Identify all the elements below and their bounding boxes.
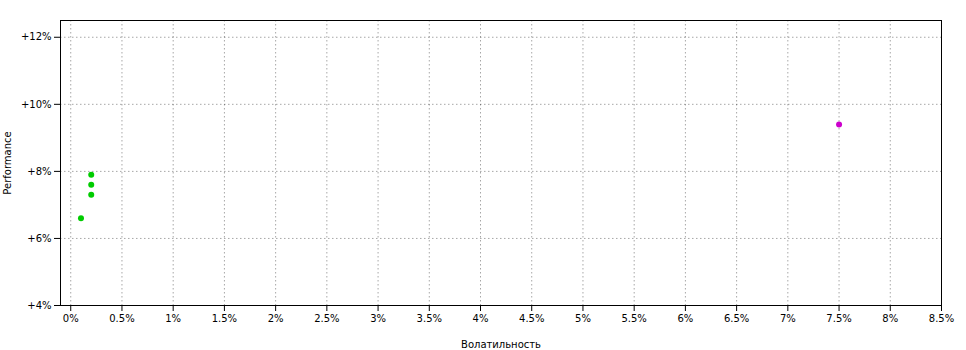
svg-text:Волатильность: Волатильность — [461, 339, 541, 350]
svg-text:6%: 6% — [677, 313, 693, 324]
svg-text:+8%: +8% — [27, 166, 51, 177]
svg-text:6.5%: 6.5% — [724, 313, 749, 324]
svg-text:0.5%: 0.5% — [109, 313, 134, 324]
svg-text:1.5%: 1.5% — [212, 313, 237, 324]
svg-text:+4%: +4% — [27, 300, 51, 311]
svg-text:4%: 4% — [473, 313, 489, 324]
svg-text:7.5%: 7.5% — [826, 313, 851, 324]
svg-text:2.5%: 2.5% — [314, 313, 339, 324]
svg-text:0%: 0% — [63, 313, 79, 324]
svg-text:+12%: +12% — [21, 31, 52, 42]
svg-text:2%: 2% — [268, 313, 284, 324]
svg-text:5.5%: 5.5% — [621, 313, 646, 324]
svg-text:+10%: +10% — [21, 99, 52, 110]
svg-text:5%: 5% — [575, 313, 591, 324]
svg-text:7%: 7% — [780, 313, 796, 324]
svg-text:8.5%: 8.5% — [929, 313, 954, 324]
svg-text:1%: 1% — [165, 313, 181, 324]
svg-text:4.5%: 4.5% — [519, 313, 544, 324]
svg-text:8%: 8% — [882, 313, 898, 324]
svg-text:3.5%: 3.5% — [417, 313, 442, 324]
svg-text:Performance: Performance — [2, 131, 13, 194]
svg-text:+6%: +6% — [27, 233, 51, 244]
svg-text:3%: 3% — [370, 313, 386, 324]
